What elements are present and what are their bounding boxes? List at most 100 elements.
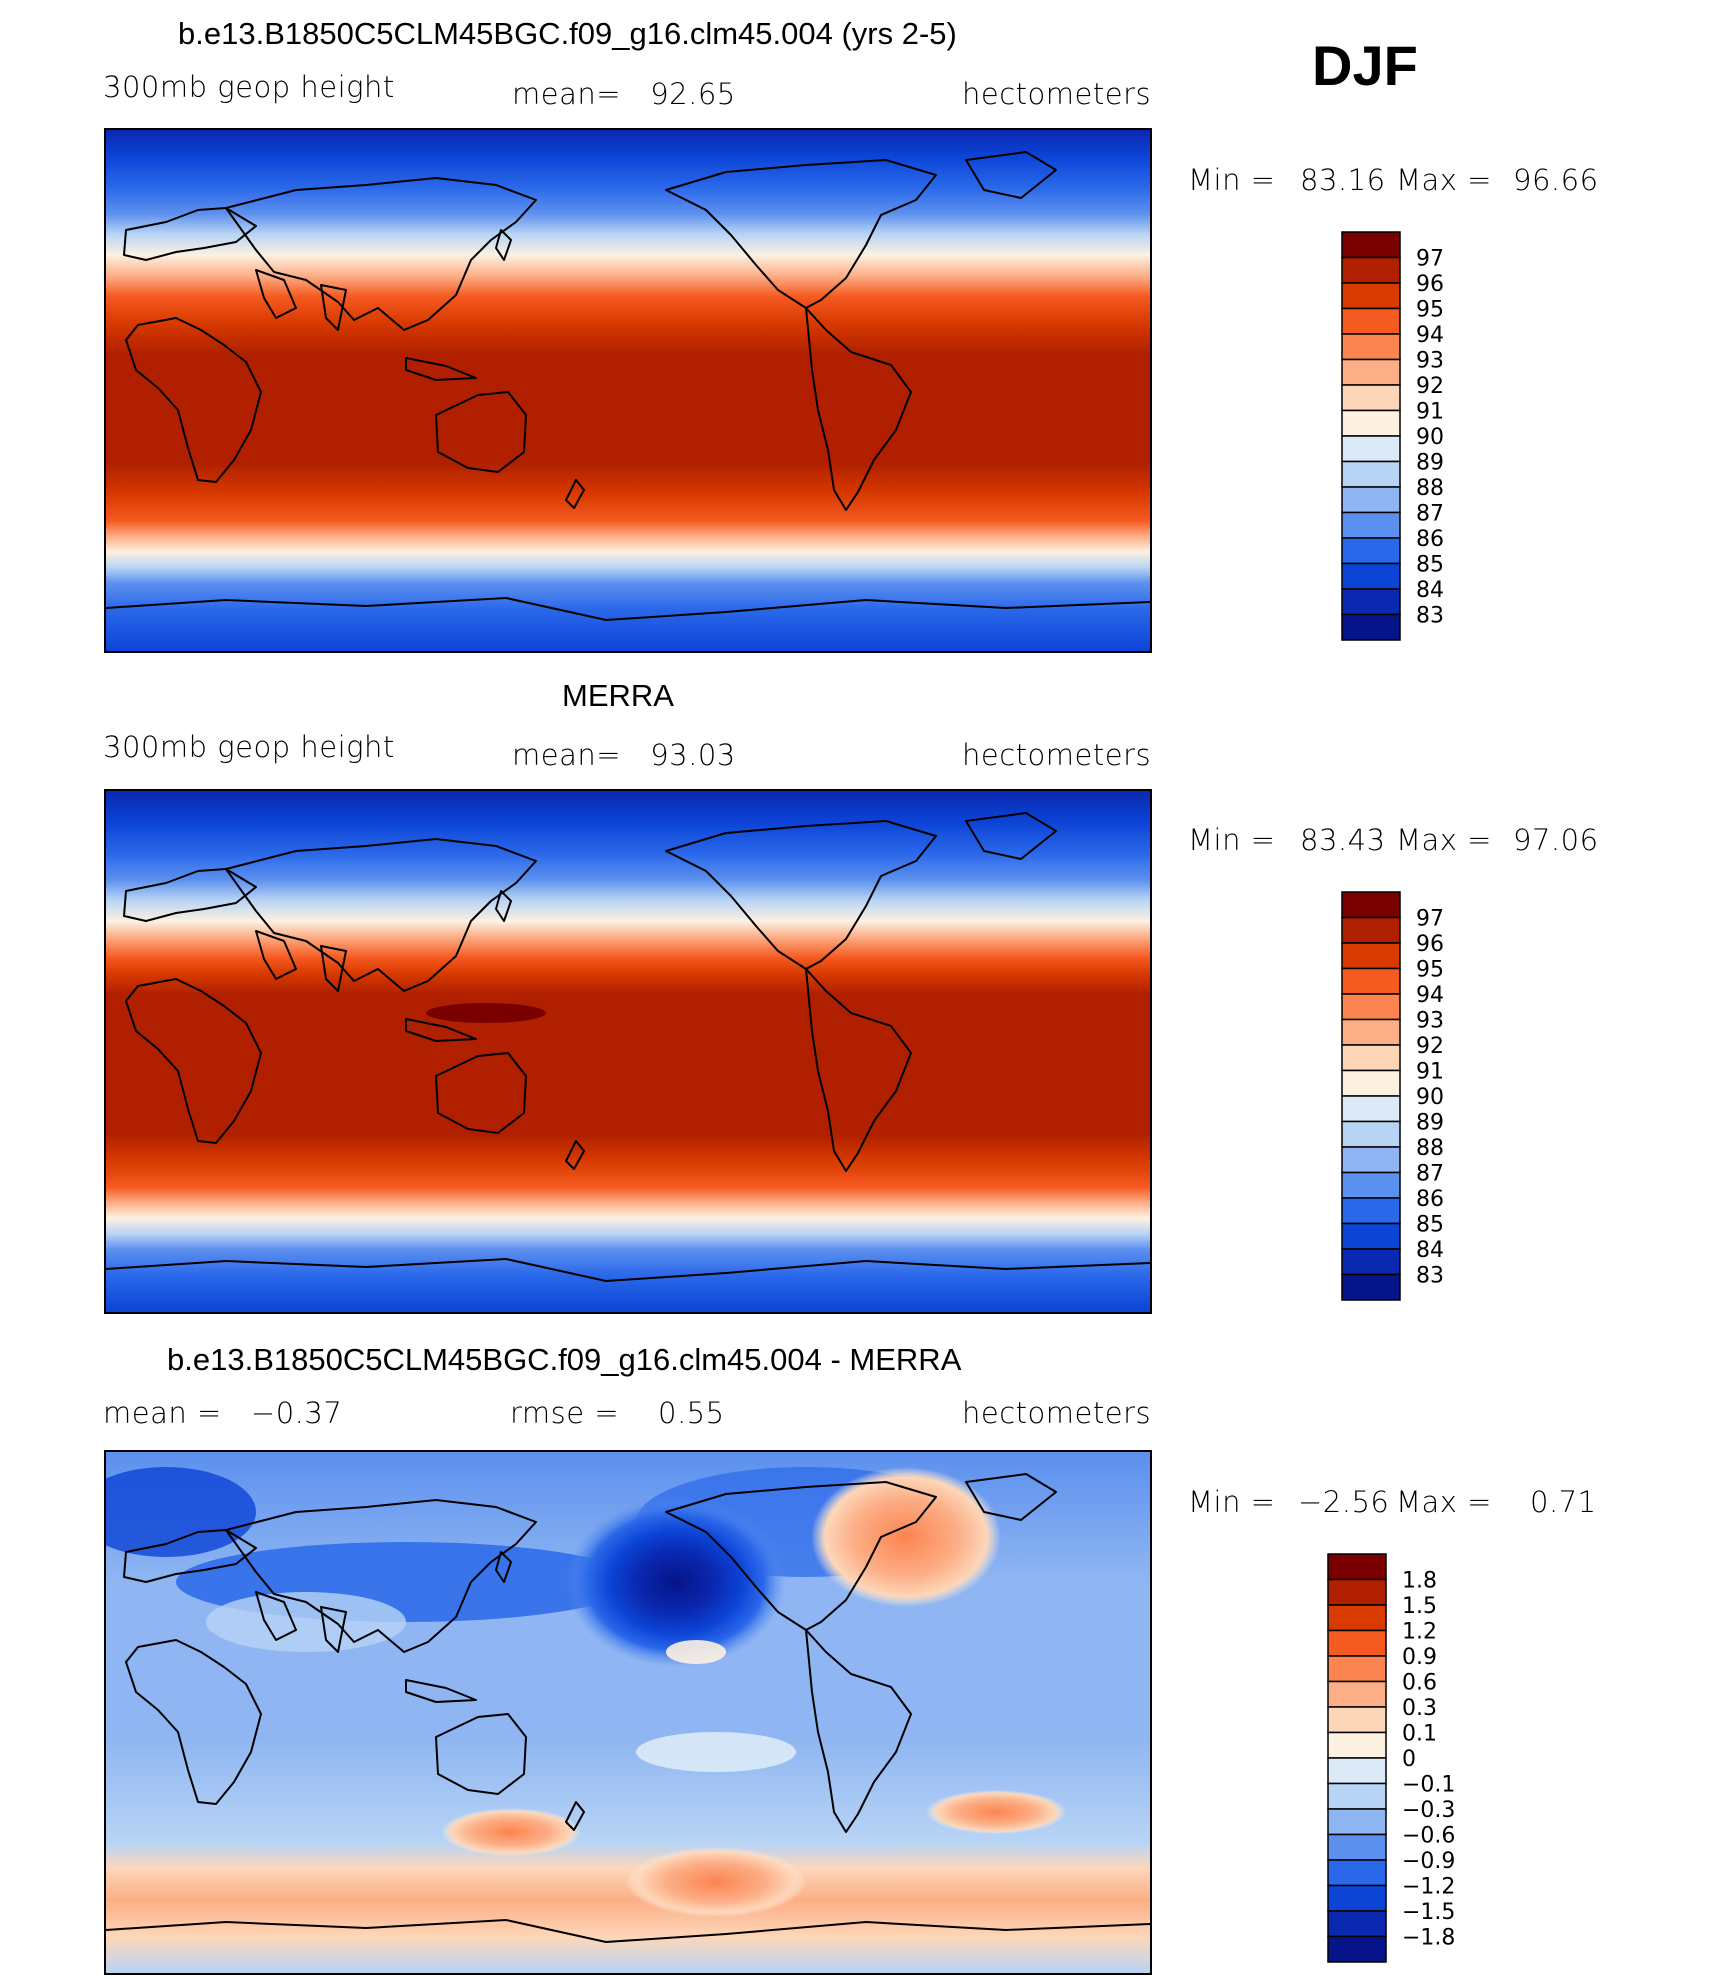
colorbar-tick-label: 84 [1416, 578, 1444, 603]
colorbar-swatch [1327, 1680, 1387, 1708]
panel-2-units-label: hectometers [962, 738, 1152, 772]
colorbar-tick-label: 85 [1416, 553, 1444, 578]
colorbar-swatch [1341, 1197, 1401, 1225]
colorbar-tick-label: 90 [1416, 1085, 1444, 1110]
coastline [405, 229, 512, 381]
colorbar-swatch [1341, 1146, 1401, 1174]
panel-2-map [104, 789, 1152, 1314]
colorbar-tick-label: 90 [1416, 425, 1444, 450]
colorbar-tick-label: 89 [1416, 451, 1444, 476]
panel-2-max-label: Max = [1396, 823, 1492, 857]
colorbar-tick-label: 1.8 [1402, 1569, 1437, 1594]
panel-1-mean-label: mean= 92.65 [512, 77, 736, 111]
colorbar-swatch [1341, 1171, 1401, 1199]
colorbar-swatch [1327, 1910, 1387, 1938]
colorbar-swatch [1341, 409, 1401, 437]
colorbar-swatch [1327, 1655, 1387, 1683]
colorbar-swatch [1341, 891, 1401, 919]
colorbar-tick-label: 1.2 [1402, 1620, 1437, 1645]
panel-3-title: b.e13.B1850C5CLM45BGC.f09_g16.clm45.004 … [167, 1342, 962, 1377]
colorbar-swatch [1341, 537, 1401, 565]
coastline [805, 1629, 912, 1833]
panel-3-map [104, 1450, 1152, 1975]
panel-3-max-value: 0.71 [1530, 1485, 1597, 1519]
panel-3-min-value: −2.56 [1298, 1485, 1390, 1519]
colorbar-tick-label: 96 [1416, 932, 1444, 957]
coastline [405, 1551, 512, 1703]
colorbar-tick-label: 83 [1416, 1264, 1444, 1289]
coastline [965, 812, 1057, 860]
coastline [805, 968, 912, 1172]
panel-2-title: MERRA [562, 678, 674, 713]
coastline [805, 307, 912, 511]
colorbar-tick-label: 91 [1416, 1060, 1444, 1085]
colorbar-tick-label: 89 [1416, 1111, 1444, 1136]
colorbar-tick-label: 87 [1416, 1162, 1444, 1187]
colorbar-swatch [1327, 1808, 1387, 1836]
panel-2-max-value: 97.06 [1513, 823, 1599, 857]
panel-1-map [104, 128, 1152, 653]
colorbar-tick-label: −1.5 [1402, 1900, 1455, 1925]
colorbar-swatch [1341, 1069, 1401, 1097]
colorbar-swatch [1341, 1120, 1401, 1148]
colorbar-tick-label: −1.8 [1402, 1926, 1455, 1951]
colorbar-swatch [1341, 1222, 1401, 1250]
colorbar-swatch [1341, 942, 1401, 970]
colorbar-tick-label: 83 [1416, 604, 1444, 629]
panel-2-min-value: 83.43 [1300, 823, 1386, 857]
coastline [405, 890, 512, 1042]
colorbar-tick-label: −0.9 [1402, 1849, 1455, 1874]
colorbar-swatch [1327, 1859, 1387, 1887]
colorbar-swatch [1341, 1018, 1401, 1046]
colorbar-swatch [1341, 588, 1401, 616]
colorbar-swatch [1327, 1731, 1387, 1759]
colorbar-swatch [1341, 435, 1401, 463]
colorbar-tick-label: 0 [1402, 1747, 1416, 1772]
coastline [123, 1529, 257, 1583]
coastline [225, 1499, 537, 1653]
panel-2-colorbar: 97 96 95 94 93 92 91 90 89 88 87 86 85 84 83 [1340, 890, 1480, 1304]
colorbar-swatch [1327, 1604, 1387, 1632]
colorbar-tick-label: 93 [1416, 1009, 1444, 1034]
panel-3-min-label: Min = [1188, 1485, 1276, 1519]
colorbar-swatch [1327, 1553, 1387, 1581]
coastline [106, 1919, 1150, 1943]
panel-1-min-value: 83.16 [1300, 163, 1386, 197]
colorbar-tick-label: −0.6 [1402, 1824, 1455, 1849]
colorbar-tick-label: −1.2 [1402, 1875, 1455, 1900]
panel-3-mean-label: mean = −0.37 [103, 1396, 343, 1430]
colorbar-swatch [1327, 1833, 1387, 1861]
colorbar-swatch [1341, 916, 1401, 944]
coastline [565, 479, 585, 509]
colorbar-swatch [1341, 282, 1401, 310]
colorbar-swatch [1341, 1273, 1401, 1301]
colorbar-swatch [1341, 1044, 1401, 1072]
panel-1-max-label: Max = [1396, 163, 1492, 197]
panel-2-map-svg [106, 791, 1150, 1312]
colorbar-tick-label: 85 [1416, 1213, 1444, 1238]
coastline [565, 1140, 585, 1170]
colorbar-tick-label: 0.3 [1402, 1696, 1437, 1721]
colorbar-tick-label: 0.1 [1402, 1722, 1437, 1747]
colorbar-swatch [1341, 613, 1401, 641]
colorbar-swatch [1327, 1757, 1387, 1785]
colorbar-swatch [1341, 993, 1401, 1021]
coastline [123, 868, 257, 922]
colorbar-tick-label: 96 [1416, 272, 1444, 297]
coastline [123, 207, 257, 261]
coastline [665, 1481, 937, 1631]
panel-1-map-svg [106, 130, 1150, 651]
colorbar-swatch [1341, 1095, 1401, 1123]
colorbar-tick-label: 92 [1416, 374, 1444, 399]
coastline [255, 1591, 347, 1653]
panel-1-min-label: Min = [1188, 163, 1276, 197]
coastline [435, 1713, 527, 1795]
coastline [435, 1052, 527, 1134]
colorbar-swatch [1341, 384, 1401, 412]
colorbar-swatch [1327, 1782, 1387, 1810]
panel-3-colorbar: 1.8 1.5 1.2 0.9 0.6 0.3 0.1 0 −0.1 −0.3 −0.6 −0.9 −1… [1326, 1552, 1486, 1966]
colorbar-swatch [1341, 511, 1401, 539]
colorbar-swatch [1341, 358, 1401, 386]
colorbar-tick-label: 84 [1416, 1238, 1444, 1263]
